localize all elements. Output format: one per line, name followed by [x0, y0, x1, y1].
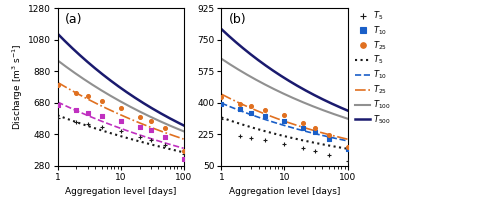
- Text: (a): (a): [65, 13, 82, 26]
- Point: [160, 126, 168, 130]
- Point: [344, 145, 351, 149]
- Point: [54, 84, 62, 87]
- Point: [324, 154, 332, 157]
- Y-axis label: Discharge [$\mathrm{m}^3\ \mathrm{s}^{-1}$]: Discharge [$\mathrm{m}^3\ \mathrm{s}^{-1…: [10, 44, 25, 130]
- Point: [72, 120, 80, 123]
- Point: [248, 136, 256, 139]
- X-axis label: Aggregation level [days]: Aggregation level [days]: [229, 187, 340, 196]
- Point: [84, 111, 92, 115]
- Point: [324, 137, 332, 140]
- Point: [300, 122, 308, 125]
- Point: [72, 108, 80, 112]
- Point: [324, 133, 332, 137]
- Point: [146, 138, 154, 141]
- Point: [300, 126, 308, 130]
- Point: [236, 134, 244, 138]
- Point: [84, 122, 92, 126]
- Point: [310, 130, 318, 133]
- Point: [54, 103, 62, 107]
- Point: [310, 126, 318, 130]
- Point: [136, 125, 143, 129]
- Point: [218, 117, 226, 121]
- Point: [280, 119, 288, 123]
- Text: (b): (b): [229, 13, 246, 26]
- Point: [236, 102, 244, 105]
- Point: [218, 102, 226, 105]
- Point: [160, 143, 168, 147]
- Point: [180, 152, 188, 156]
- Point: [146, 119, 154, 123]
- Point: [84, 95, 92, 98]
- Point: [236, 107, 244, 111]
- Point: [218, 96, 226, 99]
- Point: [98, 114, 106, 118]
- Point: [344, 147, 351, 151]
- Point: [98, 125, 106, 129]
- Point: [262, 138, 270, 141]
- Point: [136, 135, 143, 139]
- Point: [72, 91, 80, 94]
- Point: [160, 135, 168, 138]
- Point: [310, 150, 318, 153]
- Point: [146, 128, 154, 132]
- Point: [262, 115, 270, 118]
- Point: [116, 119, 124, 123]
- Point: [98, 100, 106, 103]
- Point: [116, 130, 124, 133]
- Point: [344, 159, 351, 162]
- Point: [248, 105, 256, 108]
- Point: [280, 142, 288, 146]
- Point: [280, 114, 288, 117]
- Point: [116, 107, 124, 110]
- Point: [262, 108, 270, 112]
- Point: [54, 116, 62, 119]
- Point: [248, 111, 256, 114]
- Point: [136, 115, 143, 119]
- Point: [180, 149, 188, 152]
- X-axis label: Aggregation level [days]: Aggregation level [days]: [65, 187, 176, 196]
- Point: [180, 157, 188, 160]
- Point: [300, 146, 308, 150]
- Legend: $T_5$, $T_{10}$, $T_{25}$, $T_5$, $T_{10}$, $T_{25}$, $T_{100}$, $T_{500}$: $T_5$, $T_{10}$, $T_{25}$, $T_5$, $T_{10…: [356, 9, 391, 126]
